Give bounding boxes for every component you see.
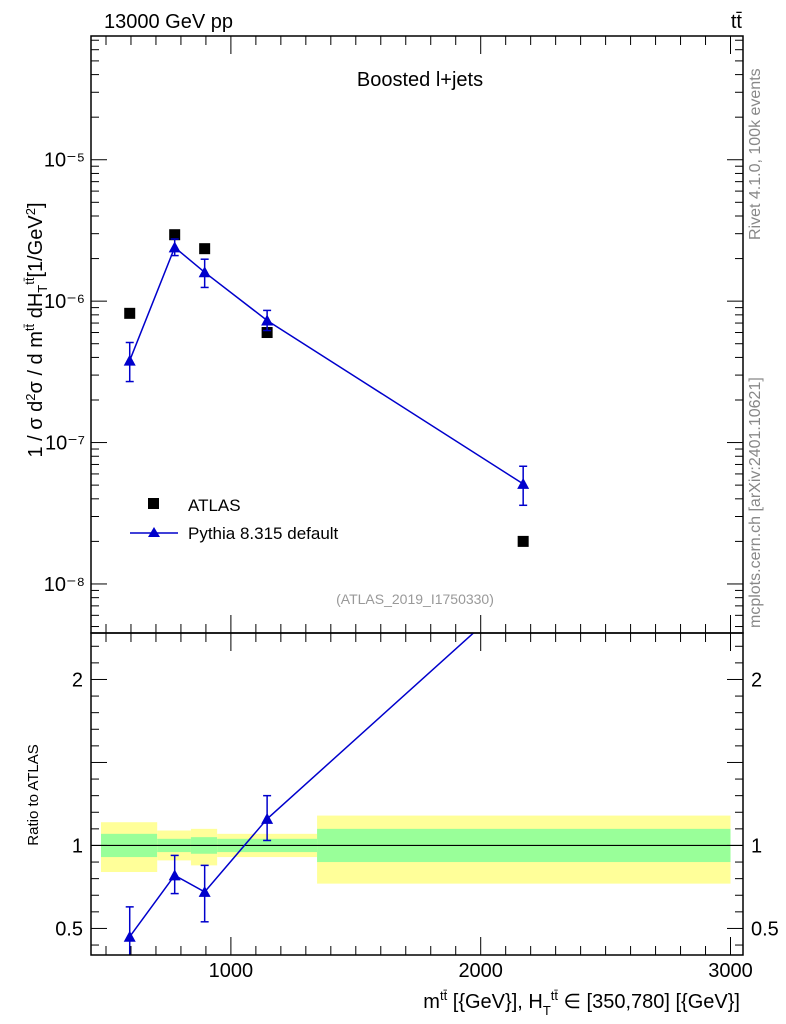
ratio-uncertainty-bands xyxy=(100,815,731,884)
main-y-axis-label: 1 / σ d2σ / d mtt̄ dHTtt̄[1/GeV2] xyxy=(22,202,50,457)
legend: ATLAS Pythia 8.315 default xyxy=(130,496,339,543)
ratio-y-tick-label-right: 0.5 xyxy=(751,918,779,940)
ratio-x-axis: 1000 2000 3000 xyxy=(105,633,753,982)
atlas-data-point xyxy=(199,243,211,255)
main-plot-marks xyxy=(123,229,530,547)
header-energy-label: 13000 GeV pp xyxy=(104,11,233,33)
pythia-data-point xyxy=(198,266,211,278)
main-plot-frame xyxy=(90,35,744,634)
header-process-label: tt̄ xyxy=(731,11,743,33)
legend-pythia-marker xyxy=(148,527,160,537)
ratio-y-axis-label: Ratio to ATLAS xyxy=(25,744,42,845)
legend-atlas-marker xyxy=(148,498,159,509)
legend-atlas-label: ATLAS xyxy=(188,496,241,515)
atlas-data-point xyxy=(517,535,529,547)
ratio-plot-frame xyxy=(90,632,744,956)
main-y-axis: 10⁻⁸ 10⁻⁷ 10⁻⁶ 10⁻⁵ xyxy=(44,39,743,628)
ratio-data-point xyxy=(123,930,136,942)
ratio-y-tick-label: 0.5 xyxy=(55,918,83,940)
ratio-data-point xyxy=(168,869,181,881)
ratio-data-point xyxy=(261,812,274,824)
pythia-line xyxy=(129,246,524,485)
ratio-y-tick-label: 2 xyxy=(72,669,83,691)
pythia-data-point xyxy=(123,354,136,366)
ratio-data-point xyxy=(517,582,529,593)
ratio-plot-marks xyxy=(123,582,529,955)
pythia-data-point xyxy=(261,314,274,326)
x-axis-label: mtt̄ [{GeV}], HTtt̄ ∈ [350,780] [{GeV}] xyxy=(423,988,740,1018)
plot-title: Boosted l+jets xyxy=(357,69,483,91)
ratio-pythia-line xyxy=(129,633,475,938)
pythia-data-point xyxy=(168,241,181,253)
ratio-y-axis: 0.5 0.5 1 1 2 2 xyxy=(55,645,779,946)
atlas-data-point xyxy=(124,307,136,319)
ratio-y-tick-label-right: 2 xyxy=(751,669,762,691)
analysis-reference: (ATLAS_2019_I1750330) xyxy=(336,591,494,607)
ratio-data-point xyxy=(198,885,211,897)
atlas-data-point xyxy=(169,229,181,241)
legend-pythia-label: Pythia 8.315 default xyxy=(188,524,339,543)
ratio-y-tick-label-right: 1 xyxy=(751,835,762,857)
main-y-tick-label: 10⁻⁷ xyxy=(45,433,85,455)
main-y-tick-label: 10⁻⁵ xyxy=(44,150,85,172)
x-tick-label: 3000 xyxy=(708,960,753,982)
main-plot-panel: 10⁻⁸ 10⁻⁷ 10⁻⁶ 10⁻⁵ Boosted l+jets (ATLAS_2… xyxy=(22,35,744,634)
main-x-ticks xyxy=(105,36,732,633)
pythia-data-point xyxy=(517,477,530,489)
x-tick-label: 2000 xyxy=(458,960,503,982)
rivet-version-label: Rivet 4.1.0, 100k events xyxy=(747,68,764,240)
ratio-y-tick-label: 1 xyxy=(72,835,83,857)
mcplots-url-label: mcplots.cern.ch [arXiv:2401.10621] xyxy=(747,377,764,628)
main-y-tick-label: 10⁻⁸ xyxy=(44,574,85,596)
atlas-data-point xyxy=(261,327,273,339)
main-y-tick-label: 10⁻⁶ xyxy=(44,291,85,313)
x-tick-label: 1000 xyxy=(209,960,254,982)
ratio-plot-panel: 0.5 0.5 1 1 2 2 1000 2000 3000 Ratio to ATLAS m… xyxy=(25,582,779,1018)
